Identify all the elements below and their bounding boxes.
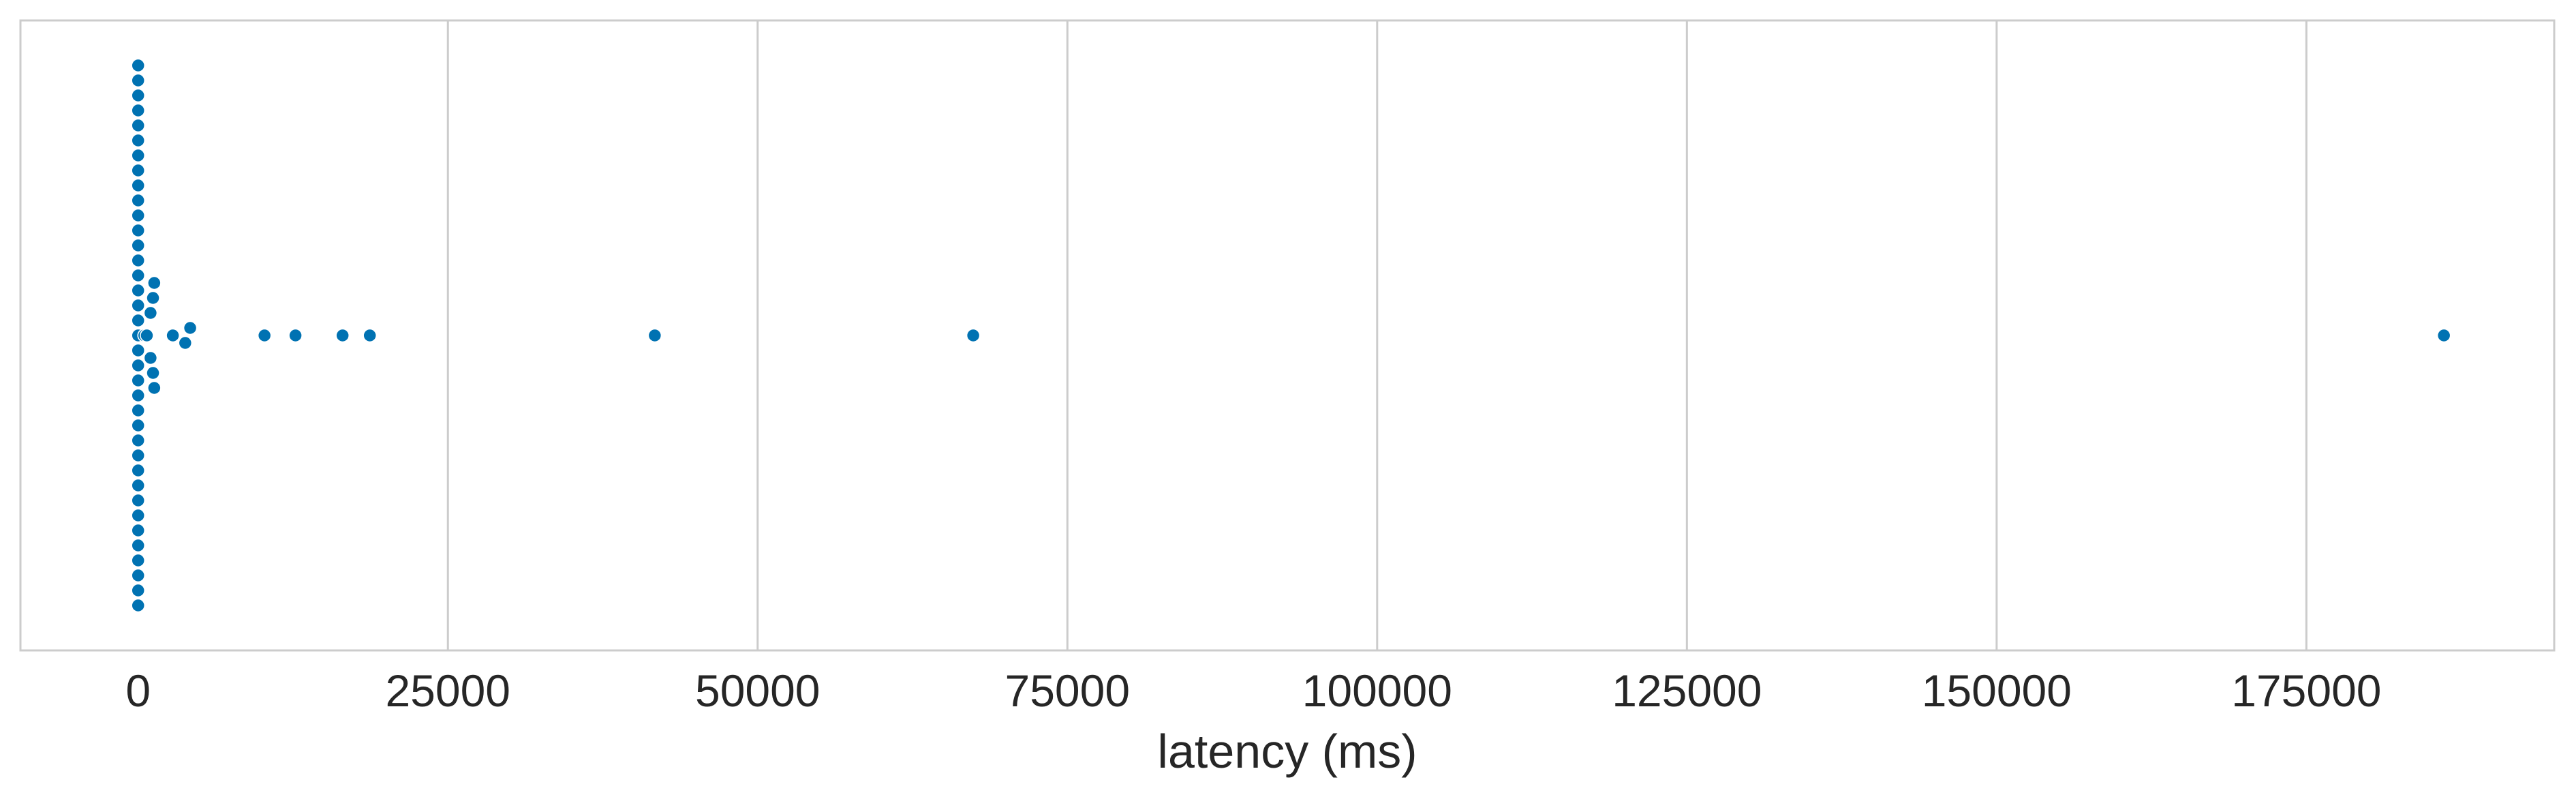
data-point <box>131 478 145 493</box>
data-point <box>147 275 162 290</box>
data-point <box>131 298 145 313</box>
x-tick-label: 25000 <box>385 665 510 716</box>
x-tick-label: 0 <box>125 665 151 716</box>
data-point <box>131 463 145 478</box>
x-tick-label: 150000 <box>1922 665 2072 716</box>
data-point <box>131 208 145 223</box>
data-point <box>131 538 145 553</box>
data-point <box>131 388 145 403</box>
x-axis-label: latency (ms) <box>1157 725 1417 778</box>
data-point <box>966 328 981 343</box>
plot-background <box>20 20 2554 650</box>
data-point <box>147 380 162 395</box>
data-point <box>647 328 662 343</box>
data-point <box>131 313 145 328</box>
x-tick-label: 100000 <box>1302 665 1452 716</box>
data-point <box>131 373 145 388</box>
gridlines <box>446 20 2307 650</box>
data-point <box>146 365 160 380</box>
data-point <box>131 88 145 103</box>
data-point <box>131 433 145 448</box>
data-point <box>178 335 193 350</box>
data-point <box>131 58 145 73</box>
x-tick-label: 75000 <box>1005 665 1131 716</box>
data-point <box>131 553 145 568</box>
data-point <box>131 268 145 283</box>
data-points <box>131 58 2451 613</box>
data-point <box>140 328 154 343</box>
data-point <box>2436 328 2451 343</box>
data-point <box>131 283 145 298</box>
data-point <box>131 598 145 613</box>
data-point <box>288 328 303 343</box>
data-point <box>131 343 145 358</box>
data-point <box>131 118 145 133</box>
data-point <box>131 238 145 253</box>
data-point <box>335 328 350 343</box>
data-point <box>143 305 158 320</box>
data-point <box>131 358 145 373</box>
data-point <box>146 290 160 305</box>
data-point <box>131 403 145 418</box>
data-point <box>131 523 145 538</box>
x-tick-labels: 0 25000 50000 75000 100000 125000 150000 175000 <box>125 665 2381 716</box>
data-point <box>131 508 145 523</box>
data-point <box>131 568 145 583</box>
x-tick-label: 175000 <box>2231 665 2381 716</box>
data-point <box>131 133 145 148</box>
data-point <box>131 448 145 463</box>
data-point <box>131 73 145 88</box>
data-point <box>131 253 145 268</box>
data-point <box>131 103 145 118</box>
x-tick-label: 50000 <box>695 665 821 716</box>
data-point <box>363 328 377 343</box>
data-point <box>131 148 145 163</box>
data-point <box>131 418 145 433</box>
x-tick-label: 125000 <box>1612 665 1762 716</box>
data-point <box>131 493 145 508</box>
data-point <box>131 163 145 178</box>
plot-frame <box>19 19 2556 652</box>
data-point <box>131 178 145 193</box>
data-point <box>143 350 158 365</box>
data-point <box>131 223 145 238</box>
data-point <box>183 320 198 335</box>
data-point <box>257 328 272 343</box>
data-point <box>166 328 180 343</box>
data-point <box>131 583 145 598</box>
data-point <box>131 193 145 208</box>
